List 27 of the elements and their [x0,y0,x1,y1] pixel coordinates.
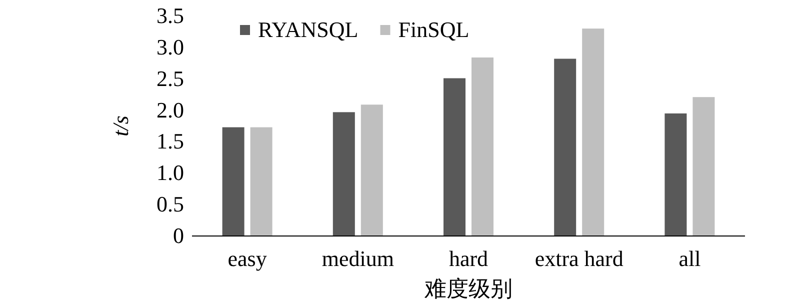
bar [444,78,466,236]
x-axis-title: 难度级别 [424,276,512,301]
bar [332,112,355,236]
bar [472,57,494,236]
y-tick-label: 1.5 [156,128,184,154]
x-tick-label: easy [228,246,267,271]
bar [222,127,244,236]
y-tick-label: 2.0 [156,97,184,122]
x-tick-label: extra hard [534,246,624,271]
y-tick-label: 3.0 [156,34,184,60]
x-tick-label: medium [322,246,394,271]
y-tick-label: 0.5 [156,192,184,217]
bar [554,58,576,236]
x-tick-label: hard [448,246,488,271]
y-tick-label: 2.5 [156,66,184,91]
legend-label: RYANSQL [258,17,358,42]
y-axis-title: t/s [108,116,133,136]
bar [664,113,687,236]
y-tick-label: 0 [173,223,184,248]
bar [582,28,604,236]
y-tick-label: 3.5 [156,3,184,28]
legend-label: FinSQL [398,17,470,42]
bar [692,97,715,236]
y-tick-label: 1.0 [156,160,184,186]
x-tick-label: all [678,246,701,271]
bar [250,127,272,236]
bar [360,104,383,236]
